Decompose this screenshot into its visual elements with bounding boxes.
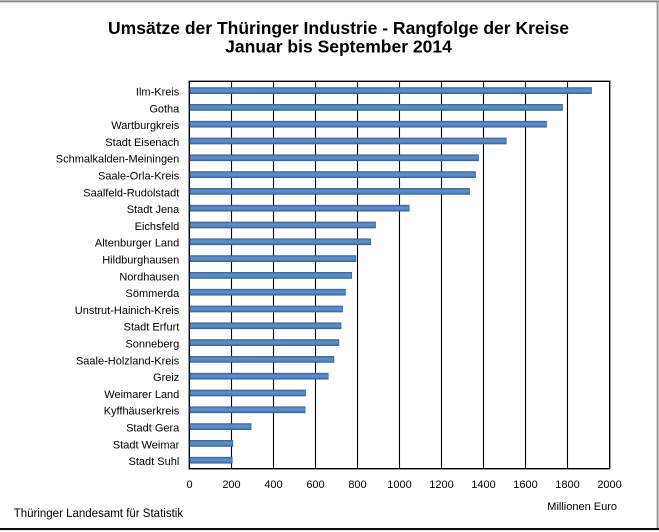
svg-text:600: 600 [306, 479, 324, 491]
svg-text:400: 400 [264, 479, 282, 491]
svg-text:1000: 1000 [387, 479, 411, 491]
svg-text:1200: 1200 [429, 479, 453, 491]
svg-text:Nordhausen: Nordhausen [119, 271, 179, 283]
svg-text:1400: 1400 [471, 479, 495, 491]
svg-text:Wartburgkreis: Wartburgkreis [111, 120, 180, 132]
svg-text:Unstrut-Hainich-Kreis: Unstrut-Hainich-Kreis [75, 305, 180, 317]
svg-text:Stadt Suhl: Stadt Suhl [129, 456, 180, 468]
svg-text:Stadt Weimar: Stadt Weimar [113, 439, 180, 451]
svg-text:Altenburger Land: Altenburger Land [95, 238, 179, 250]
svg-text:Stadt Erfurt: Stadt Erfurt [124, 322, 180, 334]
svg-text:200: 200 [222, 479, 240, 491]
svg-text:Millionen Euro: Millionen Euro [547, 501, 617, 513]
svg-text:Stadt Eisenach: Stadt Eisenach [105, 137, 179, 149]
svg-text:1800: 1800 [555, 479, 579, 491]
svg-text:Gotha: Gotha [149, 103, 180, 115]
svg-text:1600: 1600 [513, 479, 537, 491]
svg-text:Hildburghausen: Hildburghausen [102, 255, 179, 267]
svg-text:Weimarer Land: Weimarer Land [104, 389, 179, 401]
svg-text:0: 0 [186, 479, 192, 491]
svg-text:Sömmerda: Sömmerda [126, 288, 181, 300]
svg-text:Saale-Orla-Kreis: Saale-Orla-Kreis [98, 171, 180, 183]
svg-text:2000: 2000 [597, 479, 621, 491]
svg-text:Greiz: Greiz [153, 372, 179, 384]
svg-text:Sonneberg: Sonneberg [125, 339, 179, 351]
svg-text:Stadt Gera: Stadt Gera [126, 423, 180, 435]
svg-text:Kyffhäuserkreis: Kyffhäuserkreis [104, 406, 180, 418]
svg-text:Umsätze der Thüringer Industri: Umsätze der Thüringer Industrie - Rangfo… [108, 18, 569, 38]
svg-text:Schmalkalden-Meiningen: Schmalkalden-Meiningen [56, 154, 180, 166]
svg-text:800: 800 [348, 479, 366, 491]
svg-text:Januar bis September 2014: Januar bis September 2014 [225, 37, 452, 57]
svg-text:Thüringer Landesamt für Statis: Thüringer Landesamt für Statistik [14, 508, 184, 520]
svg-text:Stadt Jena: Stadt Jena [127, 204, 180, 216]
svg-text:Saale-Holzland-Kreis: Saale-Holzland-Kreis [76, 355, 180, 367]
svg-text:Saalfeld-Rudolstadt: Saalfeld-Rudolstadt [83, 187, 179, 199]
svg-text:Eichsfeld: Eichsfeld [135, 221, 180, 233]
svg-text:Ilm-Kreis: Ilm-Kreis [136, 87, 180, 99]
